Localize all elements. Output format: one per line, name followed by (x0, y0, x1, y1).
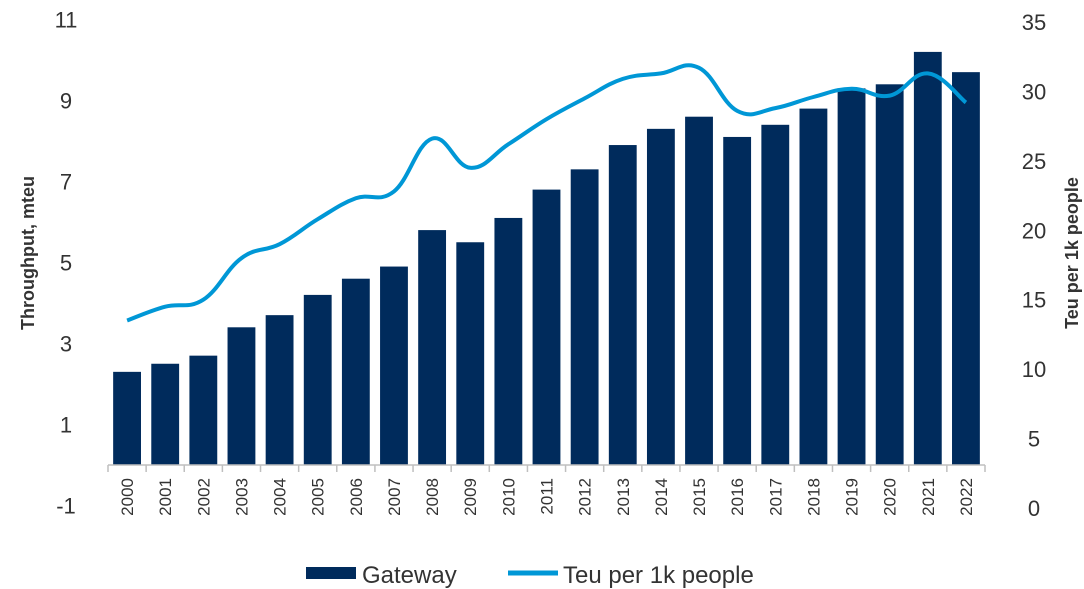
y-left-axis-title: Throughput, mteu (18, 176, 38, 330)
y-left-tick-label: 7 (60, 170, 72, 195)
line-layer (126, 63, 968, 323)
bar-2008 (418, 230, 447, 465)
x-tick-label: 2003 (233, 478, 252, 516)
x-tick-label: 2009 (461, 478, 480, 516)
x-tick-label: 2016 (728, 478, 747, 516)
legend: Gateway Teu per 1k people (306, 562, 754, 589)
bar-2006 (341, 278, 370, 465)
y-right-tick-label: 15 (1022, 288, 1046, 313)
legend-label-gateway: Gateway (362, 562, 457, 589)
legend-label-teu: Teu per 1k people (563, 562, 754, 589)
x-tick-label: 2021 (919, 478, 938, 516)
teu-per-1k-line (126, 63, 968, 323)
x-tick-label: 2011 (538, 478, 557, 515)
bar-2012 (570, 169, 599, 465)
bar-2010 (494, 217, 523, 465)
bar-2000 (113, 371, 141, 465)
y-left-tick-label: 1 (60, 413, 72, 438)
x-tick-label: 2005 (309, 478, 328, 516)
bar-2015 (685, 116, 713, 465)
x-tick-label: 2015 (690, 478, 709, 516)
bar-2004 (265, 315, 294, 465)
y-right-tick-label: 25 (1022, 149, 1046, 174)
x-ticks-layer: 2000 2001 2002 2003 2004 2005 2006 2007 2008 2009… (107, 465, 986, 516)
y-left-tick-label: 5 (60, 251, 72, 276)
x-tick-label: 2010 (499, 478, 518, 516)
x-tick-label: 2014 (652, 478, 671, 516)
bar-2021 (913, 51, 942, 466)
x-tick-label: 2001 (156, 478, 175, 516)
x-tick-label: 2022 (957, 478, 976, 516)
legend-swatch-gateway (306, 567, 356, 579)
x-tick-label: 2019 (843, 478, 862, 516)
bar-2022 (952, 72, 980, 466)
bar-2009 (456, 242, 485, 465)
x-tick-label: 2007 (385, 478, 404, 516)
bar-2002 (189, 355, 218, 465)
y-right-tick-label: 35 (1022, 10, 1046, 35)
x-tick-label: 2017 (766, 478, 785, 516)
y-right-tick-label: 20 (1022, 218, 1046, 243)
x-tick-label: 2013 (614, 478, 633, 516)
bar-2001 (151, 363, 180, 465)
x-tick-label: 2012 (576, 478, 595, 516)
bar-2007 (380, 266, 408, 465)
y-right-tick-label: 0 (1028, 496, 1040, 521)
y-right-axis-title: Teu per 1k people (1062, 177, 1082, 329)
bar-2019 (837, 88, 866, 465)
y-left-tick-label: 3 (60, 332, 72, 357)
x-tick-label: 2006 (347, 478, 366, 516)
bar-2020 (875, 84, 904, 466)
bar-2005 (303, 294, 332, 465)
bar-2011 (532, 189, 561, 465)
x-tick-label: 2004 (271, 478, 290, 516)
bar-2013 (608, 145, 637, 466)
x-tick-label: 2018 (804, 478, 823, 516)
y-left-tick-label: -1 (56, 494, 76, 519)
y-right-tick-label: 5 (1028, 427, 1040, 452)
x-tick-label: 2000 (118, 478, 137, 516)
bar-2016 (723, 136, 752, 465)
bar-2017 (761, 124, 790, 466)
y-left-tick-label: 9 (60, 89, 72, 114)
y-right-tick-label: 30 (1022, 79, 1046, 104)
y-left-tick-label: 11 (55, 8, 78, 33)
y-left-ticks-layer: -1 1 3 5 7 9 11 (55, 8, 78, 519)
x-tick-label: 2020 (881, 478, 900, 516)
y-right-tick-label: 10 (1022, 357, 1046, 382)
y-right-ticks-layer: 0 5 10 15 20 25 30 35 (1022, 10, 1046, 521)
bar-2014 (646, 128, 675, 465)
bars-layer (113, 51, 980, 466)
x-tick-label: 2002 (194, 478, 213, 516)
x-tick-label: 2008 (423, 478, 442, 516)
bar-2003 (227, 327, 256, 465)
bar-2018 (799, 108, 828, 465)
